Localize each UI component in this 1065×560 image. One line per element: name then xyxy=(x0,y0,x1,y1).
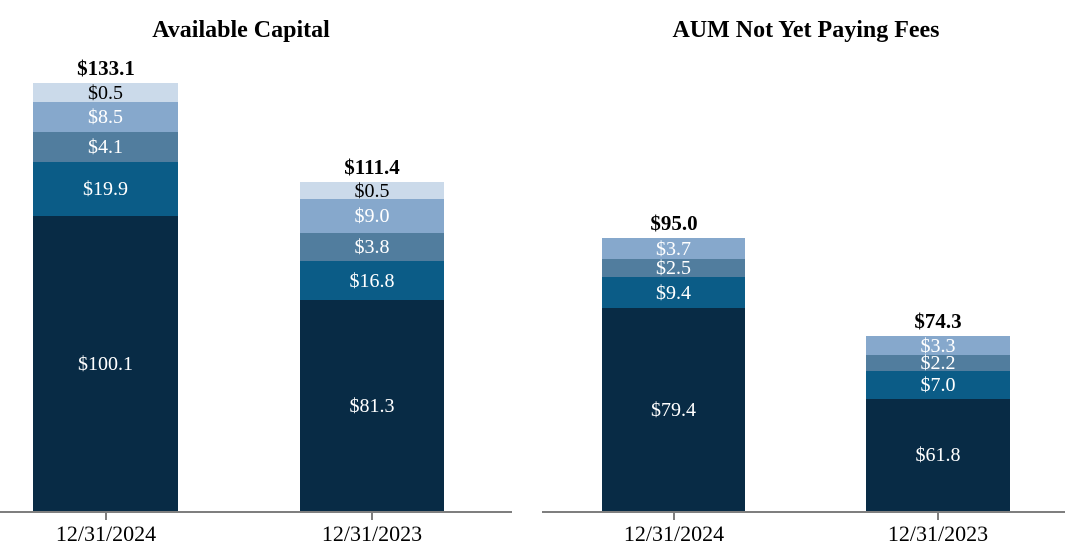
x-axis-line xyxy=(0,511,512,513)
stacked-bar: $3.3 $2.2 $7.0 $61.8 xyxy=(866,336,1010,511)
bar-total-label: $133.1 xyxy=(77,56,135,80)
x-axis-category-label: 12/31/2024 xyxy=(623,521,725,546)
bar-segment: $19.9 xyxy=(33,162,178,216)
bar-segment: $2.5 xyxy=(602,258,745,278)
x-axis-tick xyxy=(371,513,373,520)
x-axis-category-label: 12/31/2023 xyxy=(321,521,423,546)
bar-segment: $81.3 xyxy=(300,300,444,511)
chart-title-available-capital: Available Capital xyxy=(152,17,330,43)
bar-segment: $2.2 xyxy=(866,353,1010,373)
bar-segment: $3.3 xyxy=(866,336,1010,356)
bar-segment: $100.1 xyxy=(33,216,178,511)
x-axis-tick xyxy=(673,513,675,520)
bar-segment: $9.4 xyxy=(602,277,745,308)
bar-segment: $79.4 xyxy=(602,308,745,511)
bar-segment: $9.0 xyxy=(300,199,444,233)
stacked-bar: $0.5 $8.5 $4.1 $19.9 $100.1 xyxy=(33,83,178,511)
stacked-bar: $0.5 $9.0 $3.8 $16.8 $81.3 xyxy=(300,181,444,511)
bar-segment: $61.8 xyxy=(866,399,1010,511)
x-axis-tick xyxy=(105,513,107,520)
bar-segment: $8.5 xyxy=(33,102,178,132)
bar-segment: $16.8 xyxy=(300,261,444,300)
bar-segment: $3.8 xyxy=(300,233,444,261)
chart-title-aum-not-yet-paying-fees: AUM Not Yet Paying Fees xyxy=(672,17,940,43)
x-axis-category-label: 12/31/2023 xyxy=(887,521,989,546)
bar-segment: $0.5 xyxy=(33,83,178,103)
bar-segment: $3.7 xyxy=(602,238,745,259)
x-axis-line xyxy=(542,511,1065,513)
bar-total-label: $111.4 xyxy=(344,155,400,179)
x-axis-tick xyxy=(937,513,939,520)
bar-segment: $0.5 xyxy=(300,181,444,201)
bar-total-label: $95.0 xyxy=(650,211,698,235)
stacked-bar: $3.7 $2.5 $9.4 $79.4 xyxy=(602,238,745,511)
bar-segment: $7.0 xyxy=(866,371,1010,399)
x-axis-category-label: 12/31/2024 xyxy=(55,521,157,546)
bar-total-label: $74.3 xyxy=(914,309,962,333)
bar-segment: $4.1 xyxy=(33,132,178,162)
